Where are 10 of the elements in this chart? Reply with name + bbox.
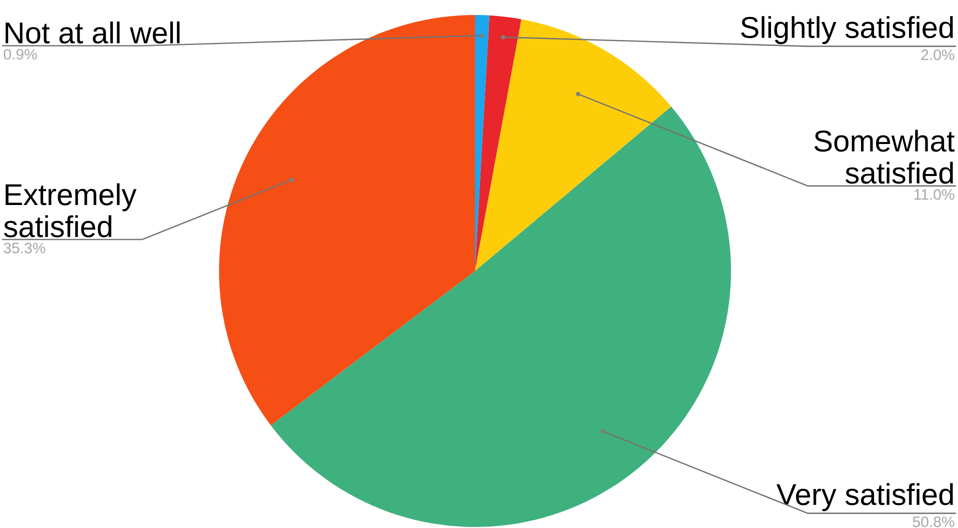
slice-label: Somewhat satisfied	[814, 130, 955, 184]
data-label: 0.9%	[4, 48, 37, 60]
slice-label: Very satisfied	[776, 483, 953, 512]
slice-label: Not at all well	[6, 21, 180, 44]
data-label: 2.0%	[921, 49, 954, 60]
slice-label: Slightly satisfied	[741, 16, 953, 44]
data-label: 35.3%	[4, 242, 46, 254]
data-label: 11.0%	[914, 189, 954, 200]
slice-label: Extremely satisfied	[4, 183, 137, 238]
data-label: 50.8%	[912, 516, 954, 528]
